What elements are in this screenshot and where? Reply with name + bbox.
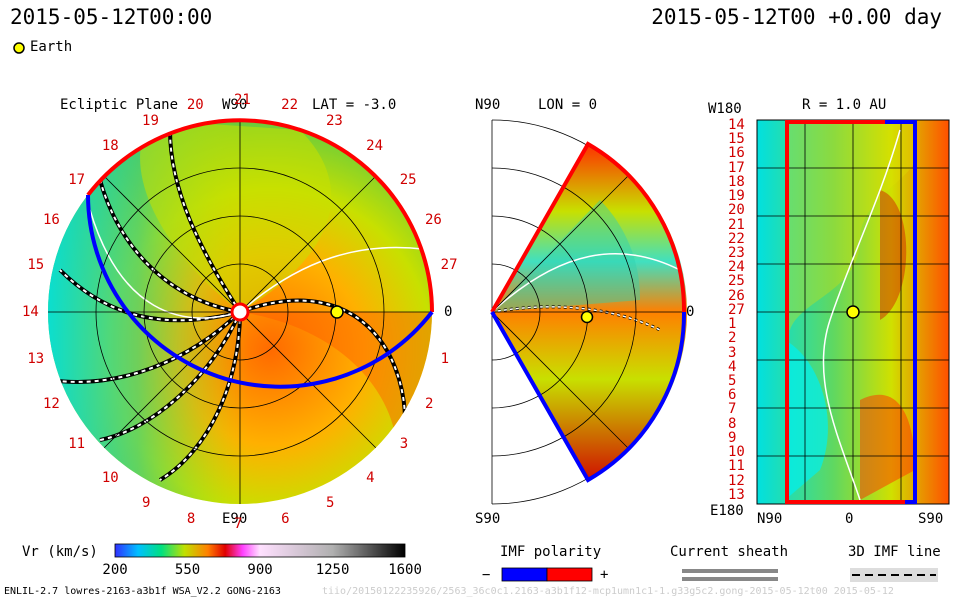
run-info: tiio/20150122235926/2563_36c0c1.2163-a3b… [322, 586, 894, 597]
meridional-right-label: 0 [686, 304, 695, 320]
carrington-label: 21 [234, 92, 251, 108]
datetime-left: 2015-05-12T00:00 [10, 5, 213, 29]
earth-marker-ecliptic [330, 305, 344, 319]
radial-y-label: 2 [728, 330, 737, 347]
imf-positive-swatch [546, 567, 593, 582]
ecliptic-top-label: W90 [222, 97, 248, 113]
carrington-label: 9 [142, 495, 151, 511]
carrington-label: 4 [366, 469, 375, 486]
carrington-label: 11 [68, 436, 86, 453]
imf-polarity-title: IMF polarity [500, 544, 602, 560]
carrington-label: 24 [366, 138, 384, 155]
carrington-label: 19 [142, 112, 159, 129]
ecliptic-right-label: 0 [444, 304, 453, 320]
radial-y-label: 22 [728, 230, 745, 247]
radial-y-label: 18 [728, 173, 745, 190]
radial-y-label: 20 [728, 202, 745, 219]
carrington-label: 15 [27, 256, 45, 273]
carrington-label: 17 [68, 171, 86, 188]
earth-marker-meridional [580, 310, 594, 324]
ecliptic-plot [48, 118, 434, 504]
radial-r-label: R = 1.0 AU [802, 97, 887, 113]
carrington-label: 23 [325, 112, 343, 129]
radial-x-label: S90 [918, 511, 944, 527]
meridional-top-label: N90 [475, 97, 501, 113]
carrington-label: 14 [22, 304, 39, 320]
radial-y-label: 21 [728, 216, 745, 233]
radial-y-label: 11 [728, 458, 745, 475]
ecliptic-title: Ecliptic Plane [60, 97, 179, 113]
radial-y-label: 6 [728, 387, 737, 404]
earth-marker-radial [846, 305, 860, 319]
colorbar-tick: 550 [174, 562, 201, 578]
carrington-label: 25 [399, 171, 417, 188]
earth-legend-icon [13, 42, 25, 54]
radial-y-label: 27 [728, 301, 745, 318]
radial-y-label: 24 [728, 259, 745, 276]
radial-y-label: 4 [728, 358, 737, 375]
radial-y-label: 25 [728, 273, 745, 290]
radial-y-label: 17 [728, 159, 745, 176]
radial-y-label: 9 [728, 429, 737, 446]
imf-line-title: 3D IMF line [848, 544, 941, 560]
imf-plus-label: + [600, 567, 609, 583]
carrington-label: 12 [42, 395, 60, 412]
colorbar-tick: 1600 [388, 562, 422, 578]
radial-y-label: 3 [728, 344, 737, 361]
ecliptic-lat-label: LAT = -3.0 [312, 97, 397, 113]
radial-x-label: 0 [845, 511, 854, 527]
radial-y-label: 13 [728, 486, 745, 503]
earth-legend-label: Earth [30, 39, 73, 55]
radial-y-label: 19 [728, 188, 745, 205]
ecliptic-bottom-label: E90 [222, 511, 248, 527]
carrington-label: 10 [101, 469, 119, 486]
radial-y-label: 5 [728, 373, 737, 389]
meridional-bottom-label: S90 [475, 511, 501, 527]
model-info: ENLIL-2.7 lowres-2163-a3b1f WSA_V2.2 GON… [4, 586, 281, 597]
radial-bottom-left-label: E180 [710, 503, 744, 519]
radial-y-label: 1 [728, 316, 737, 333]
radial-y-label: 23 [728, 245, 745, 261]
radial-y-label: 15 [728, 131, 745, 148]
carrington-label: 6 [281, 510, 290, 527]
carrington-label: 16 [42, 212, 60, 229]
imf-negative-swatch [501, 567, 548, 582]
radial-y-label: 10 [728, 444, 745, 461]
radial-y-label: 7 [728, 401, 737, 418]
carrington-label: 5 [325, 495, 335, 511]
datetime-right: 2015-05-12T00 +0.00 day [651, 5, 942, 29]
radial-y-label: 14 [728, 117, 745, 133]
colorbar-tick: 200 [102, 562, 128, 578]
carrington-label: 2 [425, 395, 434, 412]
carrington-label: 7 [234, 516, 243, 532]
carrington-label: 8 [186, 510, 196, 527]
radial-plot [756, 119, 950, 505]
colorbar-title: Vr (km/s) [22, 544, 98, 560]
carrington-label: 26 [425, 212, 442, 229]
carrington-label: 3 [399, 436, 409, 453]
radial-x-label: N90 [757, 511, 783, 527]
imf-minus-label: − [482, 567, 491, 583]
meridional-lon-label: LON = 0 [538, 97, 598, 113]
carrington-label: 22 [281, 97, 299, 114]
carrington-label: 20 [186, 97, 204, 114]
current-sheath-title: Current sheath [670, 544, 789, 560]
radial-y-label: 12 [728, 472, 745, 489]
carrington-label: 27 [440, 256, 458, 273]
radial-y-label: 8 [728, 415, 737, 432]
carrington-label: 18 [101, 138, 119, 155]
radial-y-label: 16 [728, 145, 745, 162]
carrington-label: 13 [27, 351, 45, 368]
carrington-label: 1 [440, 351, 450, 368]
colorbar [114, 543, 406, 558]
radial-top-left-label: W180 [708, 101, 742, 117]
colorbar-tick: 1250 [315, 562, 350, 578]
radial-y-label: 26 [728, 287, 745, 304]
colorbar-tick: 900 [247, 562, 273, 578]
meridional-plot [490, 119, 688, 505]
